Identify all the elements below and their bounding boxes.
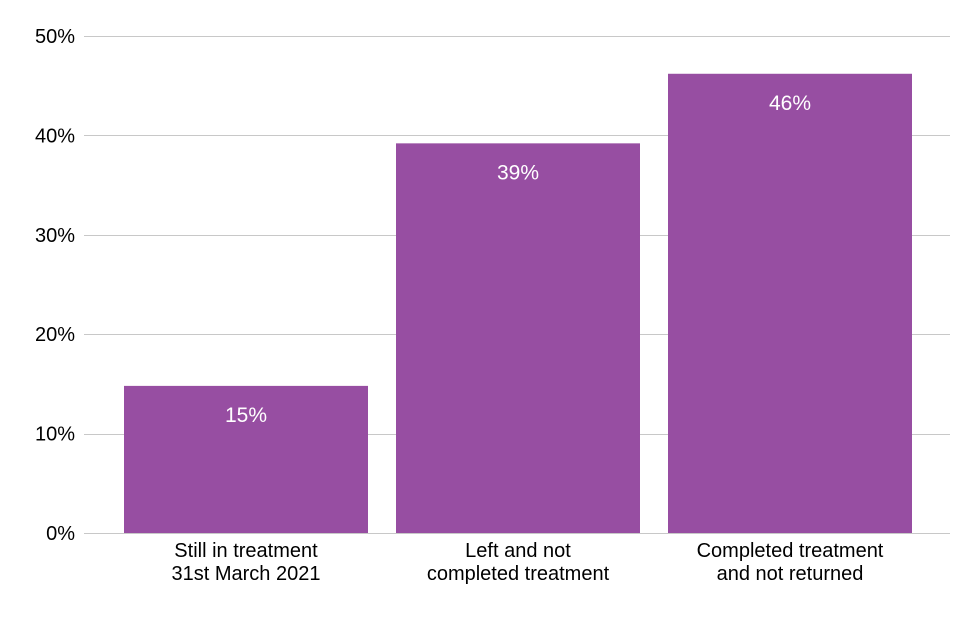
- bars: 15% 39% 46%: [124, 73, 912, 534]
- x-category-label: Completed treatment: [697, 540, 884, 562]
- y-tick-label: 50%: [35, 26, 75, 48]
- y-tick-label: 40%: [35, 125, 75, 147]
- x-category-label: Left and not: [465, 540, 571, 562]
- y-tick-label: 30%: [35, 225, 75, 247]
- data-label: 46%: [769, 92, 811, 115]
- x-category-label: Still in treatment: [174, 540, 318, 562]
- data-label: 39%: [497, 161, 539, 184]
- y-tick-label: 10%: [35, 424, 75, 446]
- bar: [668, 73, 912, 533]
- y-tick-label: 0%: [46, 523, 75, 545]
- x-category-label: and not returned: [717, 563, 864, 585]
- bar: [124, 385, 368, 533]
- y-tick-label: 20%: [35, 324, 75, 346]
- data-label: 15%: [225, 404, 267, 427]
- x-category-label: 31st March 2021: [172, 563, 321, 585]
- y-axis-ticks: 0% 10% 20% 30% 40% 50%: [35, 26, 75, 545]
- bar: [396, 143, 640, 534]
- x-category-label: completed treatment: [427, 563, 610, 585]
